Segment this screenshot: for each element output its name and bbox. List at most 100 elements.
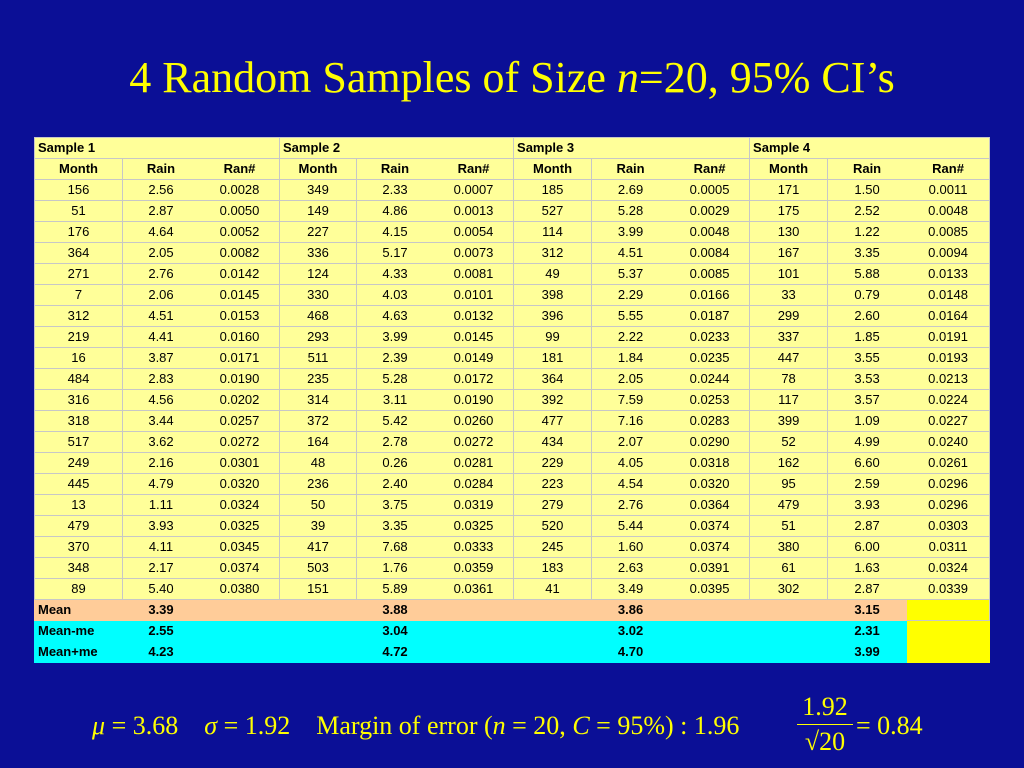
table-cell: 2.52 [827,200,908,222]
summary-filler [906,620,991,642]
c-value: = 95%) : 1.96 [589,711,740,740]
slide-title: 4 Random Samples of Size n=20, 95% CI’s [0,50,1024,106]
table-cell: 0.0190 [433,389,515,411]
table-cell: 4.51 [591,242,671,264]
column-header: Month [279,158,358,180]
table-cell: 2.69 [591,179,671,201]
table-cell: 0.0325 [433,515,515,537]
table-cell: 4.15 [356,221,435,243]
table-cell: 293 [279,326,358,348]
table-cell: 164 [279,431,358,453]
column-header: Rain [122,158,200,180]
table-cell: 0.0257 [198,410,281,432]
summary-row: Mean 3.39 3.88 3.86 3.15 [34,599,991,621]
table-row: 364 2.05 0.0082 336 5.17 0.0073 312 4.51 0.0084 1… [34,242,991,264]
column-header: Month [34,158,123,180]
table-cell: 89 [34,578,123,600]
fraction-numerator: 1.92 [802,692,848,721]
table-cell: 3.87 [122,347,200,369]
table-cell: 235 [279,368,358,390]
table-cell: 271 [34,263,123,285]
c-symbol: C [572,711,590,740]
table-row: 156 2.56 0.0028 349 2.33 0.0007 185 2.69 0.0005 1… [34,179,991,201]
table-row: 13 1.11 0.0324 50 3.75 0.0319 279 2.76 0.0364 479… [34,494,991,516]
table-cell: 2.40 [356,473,435,495]
table-cell: 364 [513,368,593,390]
table-cell: 2.83 [122,368,200,390]
table-cell: 0.0094 [906,242,991,264]
table-cell: 0.0082 [198,242,281,264]
table-cell: 0.0172 [433,368,515,390]
table-cell: 0.0296 [906,494,991,516]
summary-value: 3.86 [591,599,671,621]
table-cell: 0.0187 [669,305,751,327]
table-cell: 5.40 [122,578,200,600]
table-cell: 0.0303 [906,515,991,537]
table-cell: 3.35 [356,515,435,537]
table-cell: 484 [34,368,123,390]
column-header: Ran# [198,158,281,180]
table-cell: 0.0333 [433,536,515,558]
table-cell: 279 [513,494,593,516]
table-cell: 223 [513,473,593,495]
title-pre: 4 Random Samples of Size [129,53,617,102]
table-cell: 0.0073 [433,242,515,264]
table-cell: 0.0193 [906,347,991,369]
table-cell: 0.0284 [433,473,515,495]
table-cell: 0.0324 [906,557,991,579]
table-cell: 0.79 [827,284,908,306]
mu-value: = 3.68 [105,711,179,740]
table-cell: 0.0190 [198,368,281,390]
table-cell: 6.60 [827,452,908,474]
sample-header: Sample 3 [513,137,751,159]
table-cell: 434 [513,431,593,453]
table-cell: 227 [279,221,358,243]
table-cell: 7 [34,284,123,306]
table-cell: 0.0048 [669,221,751,243]
table-cell: 2.76 [591,494,671,516]
table-cell: 175 [749,200,829,222]
table-cell: 0.0145 [198,284,281,306]
table-cell: 0.0153 [198,305,281,327]
table-cell: 0.0374 [669,536,751,558]
table-cell: 2.17 [122,557,200,579]
summary-filler [906,599,991,621]
column-header: Ran# [906,158,991,180]
table-cell: 3.57 [827,389,908,411]
table-cell: 503 [279,557,358,579]
table-cell: 249 [34,452,123,474]
table-cell: 0.0054 [433,221,515,243]
table-row: 316 4.56 0.0202 314 3.11 0.0190 392 7.59 0.0253 1… [34,389,991,411]
sample-header: Sample 1 [33,137,281,159]
table-cell: 0.0171 [198,347,281,369]
column-header: Ran# [669,158,751,180]
table-cell: 33 [749,284,829,306]
table-cell: 3.35 [827,242,908,264]
summary-spacer [198,620,358,642]
table-cell: 5.17 [356,242,435,264]
table-cell: 398 [513,284,593,306]
column-header: Month [513,158,593,180]
table-cell: 1.63 [827,557,908,579]
table-cell: 3.49 [591,578,671,600]
table-cell: 2.60 [827,305,908,327]
summary-label: Mean [34,599,123,621]
table-cell: 5.55 [591,305,671,327]
summary-spacer [669,620,829,642]
table-cell: 0.0213 [906,368,991,390]
table-cell: 2.59 [827,473,908,495]
summary-value: 2.55 [122,620,200,642]
table-row: 445 4.79 0.0320 236 2.40 0.0284 223 4.54 0.0320 9… [34,473,991,495]
title-var: n [616,53,639,102]
table-cell: 0.0283 [669,410,751,432]
table-cell: 0.0191 [906,326,991,348]
table-cell: 316 [34,389,123,411]
table-cell: 392 [513,389,593,411]
table-cell: 124 [279,263,358,285]
table-cell: 1.22 [827,221,908,243]
table-cell: 445 [34,473,123,495]
summary-spacer [198,641,358,663]
summary-label: Mean-me [34,620,123,642]
table-cell: 0.0320 [669,473,751,495]
table-cell: 0.0145 [433,326,515,348]
